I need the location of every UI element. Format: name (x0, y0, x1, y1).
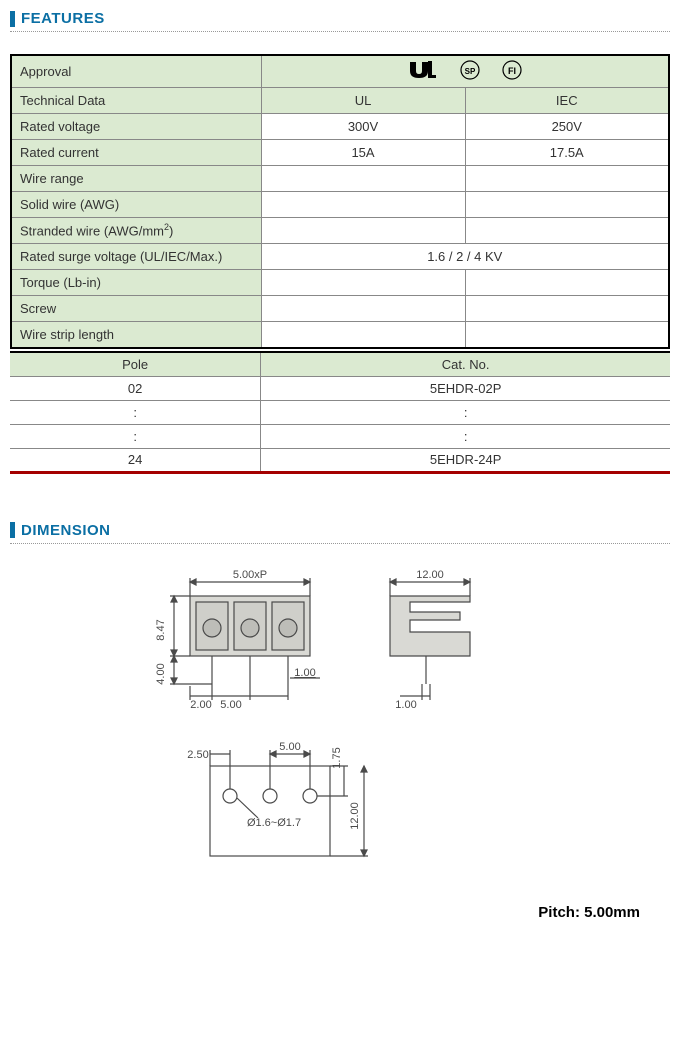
row-val (465, 218, 669, 244)
row-val (261, 192, 465, 218)
table-row: Rated surge voltage (UL/IEC/Max.) 1.6 / … (11, 244, 669, 270)
features-title: FEATURES (21, 10, 105, 27)
row-val (261, 270, 465, 296)
table-row: Pole Cat. No. (10, 352, 670, 377)
table-row: Wire strip length (11, 322, 669, 348)
row-label: Torque (Lb-in) (11, 270, 261, 296)
table-row: : : (10, 400, 670, 424)
table-row: 02 5EHDR-02P (10, 376, 670, 400)
table-row: Rated voltage 300V 250V (11, 114, 669, 140)
approval-icons-cell: SP FI (261, 55, 669, 88)
dim-pcb-pitch: 5.00 (279, 741, 300, 753)
row-label: Rated voltage (11, 114, 261, 140)
col-iec: IEC (465, 88, 669, 114)
row-label: Solid wire (AWG) (11, 192, 261, 218)
features-table: Approval SP FI Technical Data UL IEC Rat… (10, 54, 670, 349)
row-label: Wire strip length (11, 322, 261, 348)
pole-val: 02 (10, 376, 261, 400)
dim-side: 12.00 (416, 569, 444, 581)
row-val (465, 166, 669, 192)
dim-pcb-left: 2.50 (187, 749, 208, 761)
table-row: Technical Data UL IEC (11, 88, 669, 114)
svg-text:FI: FI (508, 66, 516, 76)
row-val (261, 218, 465, 244)
row-label: Screw (11, 296, 261, 322)
row-val: 300V (261, 114, 465, 140)
approval-label: Approval (11, 55, 261, 88)
dim-side-pin: 1.00 (395, 699, 416, 711)
dim-hole: Ø1.6~Ø1.7 (247, 817, 301, 829)
catalog-table: Pole Cat. No. 02 5EHDR-02P : : : : 24 5E… (10, 351, 670, 474)
row-label: Rated surge voltage (UL/IEC/Max.) (11, 244, 261, 270)
row-val: 15A (261, 140, 465, 166)
csa-icon: SP (460, 60, 480, 83)
table-row: : : (10, 424, 670, 448)
row-label: Stranded wire (AWG/mm2) (11, 218, 261, 244)
row-val (465, 322, 669, 348)
col-ul: UL (261, 88, 465, 114)
table-row: Stranded wire (AWG/mm2) (11, 218, 669, 244)
dim-w2: 5.00 (220, 699, 241, 711)
dim-pin: 1.00 (294, 667, 315, 679)
technical-drawing: 5.00xP 8.47 4.00 2.00 5.00 1.00 12.00 1.… (130, 556, 550, 886)
svg-text:SP: SP (464, 67, 475, 76)
dimension-title: DIMENSION (21, 522, 111, 539)
stranded-post: ) (169, 224, 173, 239)
table-row: Torque (Lb-in) (11, 270, 669, 296)
ul-icon (408, 60, 438, 83)
dim-pcb-top: 1.75 (331, 747, 343, 768)
divider (10, 543, 670, 544)
row-val (261, 322, 465, 348)
dim-top: 5.00xP (233, 569, 267, 581)
table-row: Solid wire (AWG) (11, 192, 669, 218)
dim-pcb-h: 12.00 (349, 802, 361, 830)
dim-h1: 8.47 (155, 619, 167, 640)
pitch-label: Pitch: 5.00mm (10, 904, 670, 921)
row-val: 17.5A (465, 140, 669, 166)
row-val (465, 192, 669, 218)
fi-icon: FI (502, 60, 522, 83)
features-header: FEATURES (10, 10, 670, 27)
table-row: Screw (11, 296, 669, 322)
pole-val: : (10, 400, 261, 424)
catno-header: Cat. No. (261, 352, 670, 377)
table-row: 24 5EHDR-24P (10, 448, 670, 472)
dim-h2: 4.00 (155, 663, 167, 684)
cat-val: 5EHDR-24P (261, 448, 670, 472)
row-label: Wire range (11, 166, 261, 192)
stranded-pre: Stranded wire (AWG/mm (20, 224, 164, 239)
row-val (465, 270, 669, 296)
table-row: Rated current 15A 17.5A (11, 140, 669, 166)
cat-val: : (261, 400, 670, 424)
cat-val: : (261, 424, 670, 448)
table-row: Wire range (11, 166, 669, 192)
tech-data-label: Technical Data (11, 88, 261, 114)
row-val (465, 296, 669, 322)
cat-val: 5EHDR-02P (261, 376, 670, 400)
dimension-header: DIMENSION (10, 522, 670, 539)
row-val (261, 166, 465, 192)
row-val: 1.6 / 2 / 4 KV (261, 244, 669, 270)
row-val: 250V (465, 114, 669, 140)
header-bar (10, 11, 15, 27)
header-bar (10, 522, 15, 538)
table-row: Approval SP FI (11, 55, 669, 88)
pole-val: 24 (10, 448, 261, 472)
pole-header: Pole (10, 352, 261, 377)
pole-val: : (10, 424, 261, 448)
divider (10, 31, 670, 32)
row-val (261, 296, 465, 322)
row-label: Rated current (11, 140, 261, 166)
dimension-drawing: 5.00xP 8.47 4.00 2.00 5.00 1.00 12.00 1.… (10, 556, 670, 896)
dim-w1: 2.00 (190, 699, 211, 711)
